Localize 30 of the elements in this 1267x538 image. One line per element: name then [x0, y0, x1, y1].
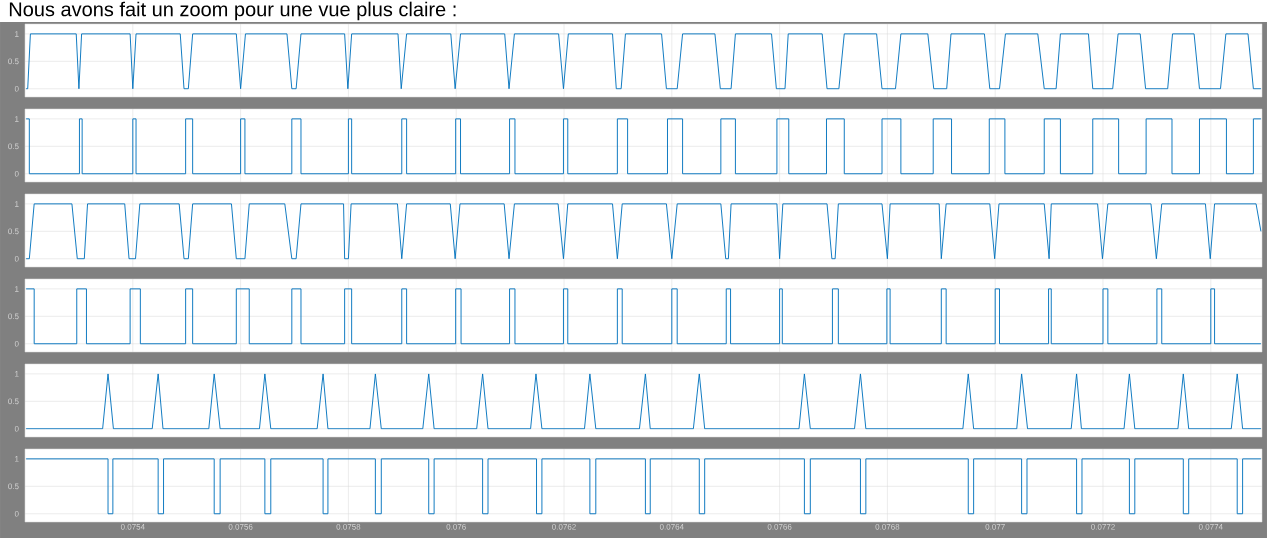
x-tick-label: 0.0764	[659, 524, 684, 530]
y-tick-label: 1	[15, 116, 19, 122]
y-tick-label: 0	[14, 255, 19, 262]
x-tick-label: 0.0754	[120, 524, 145, 530]
y-tick-label: 0	[14, 425, 19, 432]
y-tick-label: 0.5	[8, 228, 19, 235]
x-tick-label: 0.0774	[1198, 524, 1223, 530]
y-tick-label: 0.5	[8, 313, 19, 320]
y-tick-label: 1	[15, 456, 19, 462]
y-tick-label: 0	[14, 85, 19, 92]
y-tick-label: 0.5	[8, 143, 19, 150]
y-tick-label: 0	[14, 170, 19, 177]
y-tick-label: 0	[14, 340, 19, 347]
x-tick-label: 0.0758	[336, 524, 361, 530]
y-tick-label: 0.5	[8, 483, 19, 490]
x-tick-label: 0.077	[985, 524, 1005, 530]
y-tick-label: 0	[14, 510, 19, 517]
x-tick-label: 0.0768	[875, 524, 900, 530]
y-tick-label: 1	[15, 286, 19, 292]
y-tick-label: 0.5	[8, 58, 19, 65]
y-tick-label: 1	[15, 31, 19, 37]
x-tick-label: 0.076	[446, 524, 466, 530]
x-tick-label: 0.0772	[1091, 524, 1115, 530]
x-tick-label: 0.0756	[228, 524, 253, 530]
x-tick-label: 0.0762	[552, 524, 576, 530]
chart-title: Nous avons fait un zoom pour une vue plus claire :	[9, 1, 456, 21]
y-tick-label: 1	[15, 371, 19, 377]
y-tick-label: 1	[15, 201, 19, 207]
y-tick-label: 0.5	[8, 398, 19, 405]
x-tick-label: 0.0766	[767, 524, 792, 530]
